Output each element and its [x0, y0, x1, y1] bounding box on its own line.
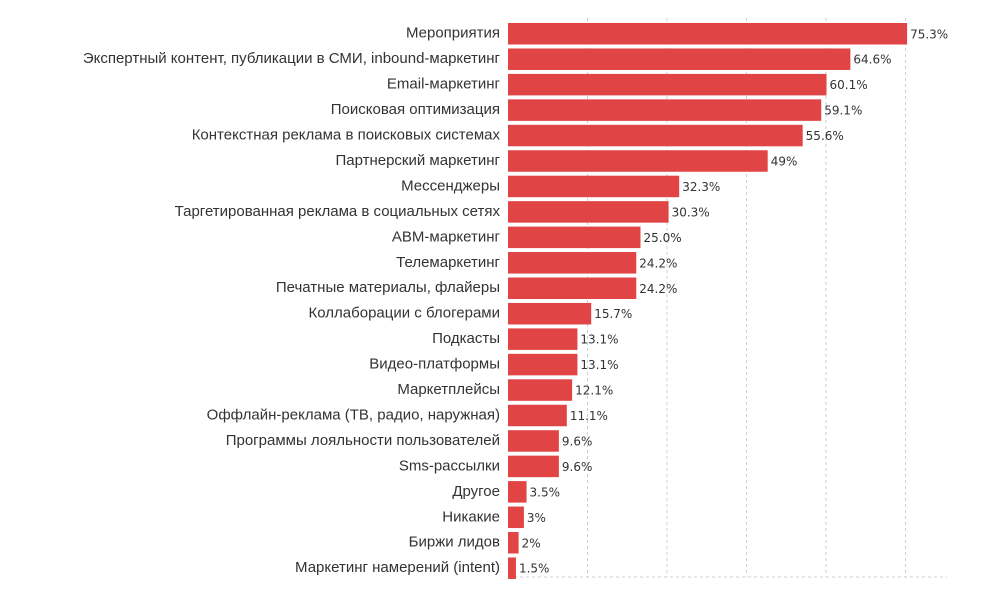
value-label: 12.1%	[575, 384, 613, 398]
category-label: Печатные материалы, флайеры	[276, 279, 500, 296]
value-label: 59.1%	[824, 104, 862, 118]
value-label: 2%	[522, 536, 541, 550]
category-label: Мероприятия	[406, 25, 500, 42]
grid-lines	[508, 18, 947, 578]
category-label: Телемаркетинг	[396, 254, 500, 271]
value-label: 11.1%	[570, 409, 608, 423]
value-label: 9.6%	[562, 434, 593, 448]
bar	[508, 226, 641, 249]
bar	[508, 23, 908, 45]
category-label: ABM-маркетинг	[392, 228, 501, 245]
value-label: 24.2%	[639, 256, 677, 270]
value-label: 32.3%	[682, 180, 720, 194]
bar	[508, 481, 527, 503]
category-label: Коллаборации с блогерами	[309, 305, 500, 322]
category-label: Биржи лидов	[409, 534, 500, 551]
bar	[508, 99, 822, 121]
value-label: 75.3%	[910, 27, 948, 41]
category-label: Оффлайн-реклама (ТВ, радио, наружная)	[207, 406, 500, 423]
bar	[508, 252, 637, 274]
category-label: Другое	[452, 483, 500, 500]
bar	[508, 404, 567, 427]
value-label: 24.2%	[639, 282, 677, 296]
category-label: Подкасты	[432, 330, 500, 347]
value-label: 9.6%	[562, 460, 593, 474]
category-labels: Мероприятия Экспертный контент, публикаци…	[83, 25, 501, 576]
category-label: Маркетинг намерений (intent)	[295, 559, 500, 576]
value-label: 13.1%	[580, 358, 618, 372]
bar	[508, 557, 516, 579]
bar	[508, 379, 573, 401]
category-label: Экспертный контент, публикации в СМИ, in…	[83, 50, 501, 67]
bar	[508, 150, 768, 172]
value-label: 60.1%	[830, 78, 868, 92]
value-label: 25.0%	[644, 231, 682, 245]
value-label: 3%	[527, 511, 546, 525]
category-label: Партнерский маркетинг	[335, 152, 500, 169]
value-label: 1.5%	[519, 562, 550, 576]
bar	[508, 201, 669, 223]
value-label: 49%	[771, 155, 798, 169]
bar	[508, 277, 637, 299]
value-label: 30.3%	[672, 205, 710, 219]
category-label: Контекстная реклама в поисковых системах	[192, 127, 501, 144]
category-label: Видео-платформы	[369, 356, 500, 373]
category-label: Мессенджеры	[401, 177, 500, 194]
bar	[508, 328, 578, 350]
bar	[508, 532, 519, 554]
value-label: 64.6%	[853, 53, 891, 67]
value-label: 55.6%	[806, 129, 844, 143]
category-label: Программы лояльности пользователей	[226, 432, 500, 449]
bar	[508, 302, 592, 325]
bar	[508, 73, 827, 96]
category-label: Sms-рассылки	[399, 457, 500, 474]
bar	[508, 430, 559, 452]
category-label: Поисковая оптимизация	[331, 101, 500, 118]
category-label: Таргетированная реклама в социальных сет…	[175, 203, 501, 220]
bars	[508, 23, 908, 579]
bar	[508, 48, 851, 70]
value-labels: 75.3% 64.6% 60.1% 59.1% 55.6% 49% 32.3% 30.3% 25…	[519, 27, 948, 575]
category-label: Маркетплейсы	[397, 381, 500, 398]
category-label: Email-маркетинг	[387, 76, 501, 93]
bar	[508, 353, 578, 376]
value-label: 13.1%	[580, 333, 618, 347]
bar	[508, 506, 524, 529]
bar	[508, 175, 680, 198]
bar	[508, 455, 559, 478]
category-label: Никакие	[442, 508, 500, 525]
value-label: 3.5%	[530, 485, 561, 499]
value-label: 15.7%	[594, 307, 632, 321]
bar	[508, 124, 803, 147]
